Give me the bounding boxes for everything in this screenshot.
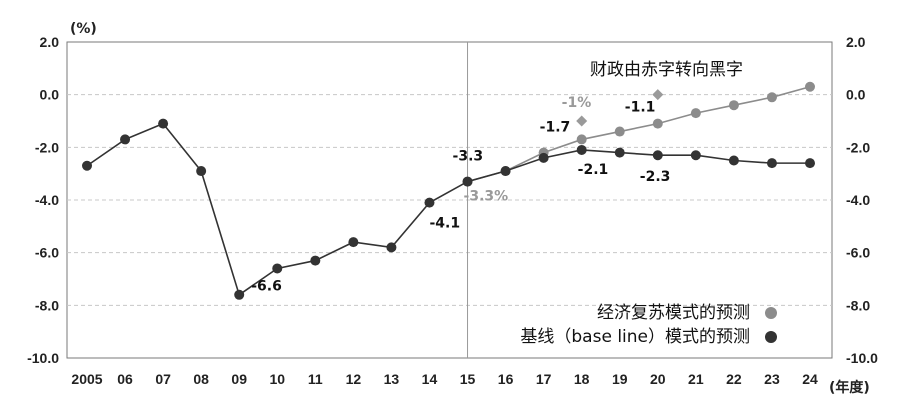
data-label: -1.1 [625,100,656,116]
data-point [652,118,663,129]
data-label: -2.3 [640,169,671,185]
x-tick-label: 08 [193,371,209,387]
data-point [120,134,131,145]
series-layer [82,81,815,300]
data-point [805,158,815,169]
data-point [766,92,777,103]
y-tick-label-right: 0.0 [846,87,866,103]
x-tick-label: 16 [498,371,514,387]
data-point [766,158,777,169]
series-line [86,122,810,297]
x-tick-label: 09 [231,371,247,387]
x-tick-label: 06 [117,371,133,387]
x-axis: 2005 06 07 08 09 10 11 12 13 14 15 16 17 18 19 20 21 22 23… [71,371,818,387]
data-point [386,242,397,253]
x-tick-label: 13 [384,371,400,387]
x-tick-label: 24 [802,371,818,387]
data-label: -6.6 [251,278,282,294]
data-point [728,155,739,166]
data-point [690,108,701,119]
data-point [196,166,207,177]
data-point [614,126,625,137]
data-point [614,147,625,158]
x-tick-label: 10 [269,371,285,387]
x-tick-label: 19 [612,371,628,387]
data-point [538,152,549,163]
y-tick-label-left: -8.0 [35,297,59,313]
y-tick-label-right: -2.0 [846,139,870,155]
series-line [467,85,811,183]
y-tick-label-left: 2.0 [40,34,60,50]
x-tick-label: 14 [422,371,438,387]
y-tick-label-left: 0.0 [40,87,60,103]
data-point [310,255,321,266]
gridlines [67,94,832,306]
y-tick-label-left: -10.0 [27,350,59,366]
target-marker [652,89,664,101]
data-point [728,100,739,111]
x-tick-label: 07 [155,371,171,387]
x-tick-label: 2005 [71,371,102,387]
data-labels: -6.6 -4.1 -3.3 -3.3% -1.7 -2.1 -1.1 -2.3 -1% [251,95,670,294]
x-tick-label: 11 [308,371,323,387]
legend-label-baseline: 基线（base line）模式的预测 [520,327,750,347]
legend-marker-baseline [765,331,777,343]
target-label: -1% [562,95,592,111]
legend-marker-recovery [765,307,777,319]
x-tick-label: 18 [574,371,590,387]
data-label: -4.1 [429,216,460,232]
data-label: -2.1 [578,162,609,178]
data-point [82,160,92,171]
data-point [234,289,245,300]
data-point [272,263,283,274]
data-point [500,166,511,177]
x-tick-label: 23 [764,371,780,387]
y-axis-right: 2.0 0.0 -2.0 -4.0 -6.0 -8.0 -10.0 [846,34,878,366]
x-tick-label: 20 [650,371,666,387]
series-recovery [462,81,815,187]
y-axis-left: 2.0 0.0 -2.0 -4.0 -6.0 -8.0 -10.0 [27,34,59,366]
data-point [576,144,587,155]
data-label: -3.3% [464,189,509,205]
y-tick-label-right: -6.0 [846,245,870,261]
x-tick-label: 21 [688,371,704,387]
data-point [424,197,435,208]
data-point [348,237,359,248]
annotation-surplus: 财政由赤字转向黑字 [590,60,743,80]
plot-area [66,41,833,359]
x-tick-label: 17 [536,371,552,387]
y-tick-label-right: -10.0 [846,350,878,366]
y-tick-label-right: 2.0 [846,34,866,50]
legend-label-recovery: 经济复苏模式的预测 [597,303,750,323]
y-tick-label-left: -6.0 [35,245,59,261]
data-point [462,176,473,187]
x-tick-label: 22 [726,371,742,387]
legend: 经济复苏模式的预测 基线（base line）模式的预测 [520,303,777,347]
y-tick-label-left: -2.0 [35,139,59,155]
y-tick-label-right: -8.0 [846,297,870,313]
data-label: -1.7 [540,119,571,135]
y-unit-label: (%) [70,21,97,37]
x-tick-label: 12 [346,371,362,387]
target-marker [576,115,588,127]
data-point [690,150,701,161]
data-point [652,150,663,161]
data-point [158,118,169,129]
x-tick-label: 15 [460,371,476,387]
data-point [805,81,815,92]
series-baseline [82,118,815,300]
x-unit-label: (年度) [829,379,870,396]
y-tick-label-left: -4.0 [35,192,59,208]
y-tick-label-right: -4.0 [846,192,870,208]
data-label: -3.3 [453,149,484,165]
data-point [576,134,587,145]
